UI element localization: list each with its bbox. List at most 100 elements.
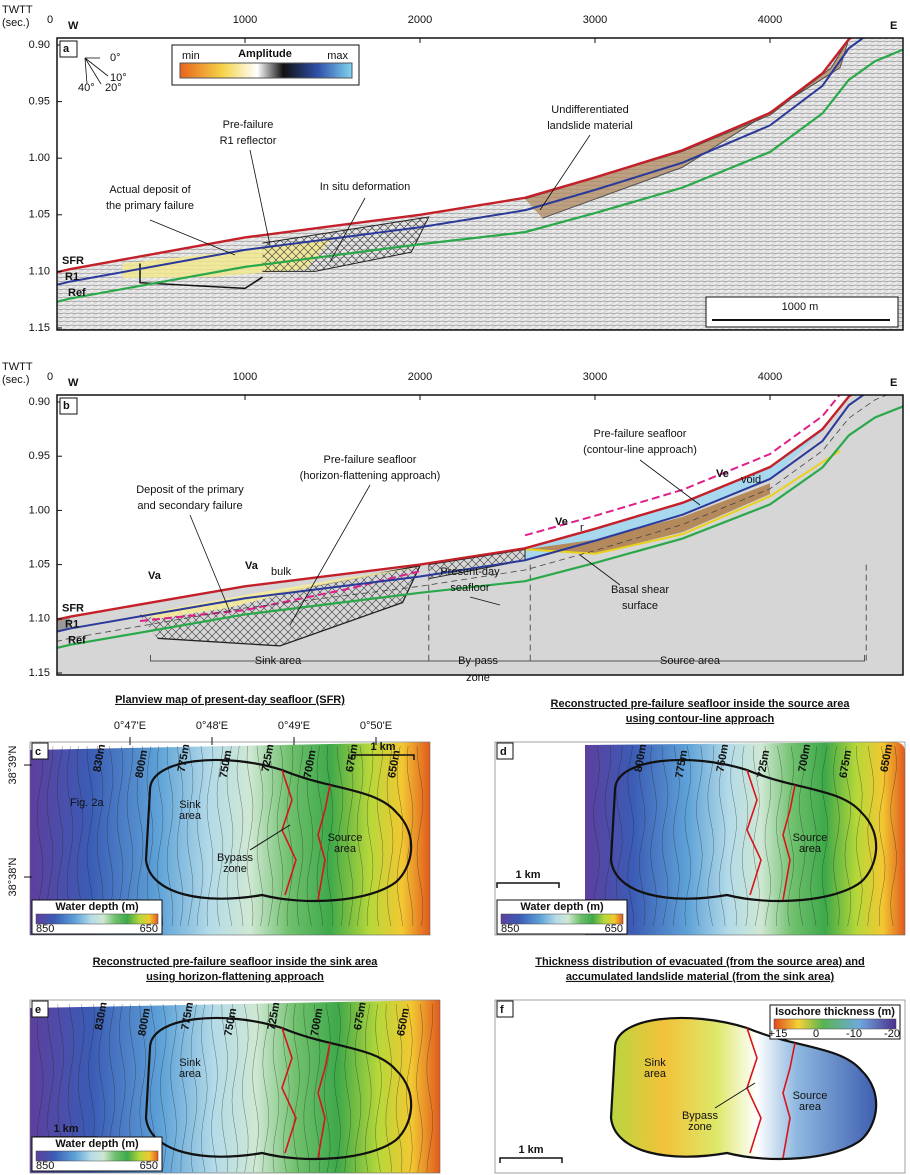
x-tick-label: 1000 — [233, 14, 257, 26]
lat-tick-label: 38°38'N — [7, 857, 19, 896]
annotation: R1 reflector — [220, 135, 277, 147]
panel-label: f — [500, 1004, 504, 1016]
axis-title: (sec.) — [2, 374, 30, 386]
colorbar-title: Water depth (m) — [55, 1138, 139, 1150]
volume-subscript: r — [580, 522, 584, 534]
volume-label: Ve — [555, 516, 568, 528]
lon-tick-label: 0°47'E — [114, 720, 146, 732]
horizon-label: SFR — [62, 603, 84, 615]
colorbar-tick: -20 — [884, 1028, 900, 1040]
horizon-label: R1 — [65, 619, 79, 631]
legend-min: min — [182, 50, 200, 62]
lon-tick-label: 0°49'E — [278, 720, 310, 732]
volume-label: Va — [245, 560, 259, 572]
colorbar-tick: 650 — [140, 923, 158, 935]
dip-angle: 40° — [78, 82, 95, 94]
x-tick-label: 4000 — [758, 371, 782, 383]
annotation: and secondary failure — [137, 500, 242, 512]
area-label: Source area — [660, 655, 721, 667]
leader — [250, 150, 270, 245]
annotation: seafloor — [450, 582, 489, 594]
scale-label: 1000 m — [782, 301, 819, 313]
panel-label: a — [63, 43, 70, 55]
map-title: accumulated landslide material (from the… — [566, 971, 835, 983]
annotation: In situ deformation — [320, 181, 411, 193]
scale-label: 1 km — [53, 1123, 78, 1135]
annotation: Present-day — [440, 566, 500, 578]
axis-end: E — [890, 377, 897, 389]
axis-title: TWTT — [2, 4, 33, 16]
map-title: using contour-line approach — [626, 713, 775, 725]
dip-line — [85, 58, 108, 76]
axis-title: (sec.) — [2, 17, 30, 29]
colorbar-title: Isochore thickness (m) — [775, 1006, 895, 1018]
x-tick-label: 3000 — [583, 371, 607, 383]
map-title: Thickness distribution of evacuated (fro… — [535, 956, 864, 968]
horizon-label: Ref — [68, 287, 86, 299]
y-tick-label: 1.05 — [29, 559, 50, 571]
annotation: surface — [622, 600, 658, 612]
panel-label: c — [35, 746, 41, 758]
y-tick-label: 0.90 — [29, 396, 50, 408]
colorbar-tick: 0 — [813, 1028, 819, 1040]
y-tick-label: 1.00 — [29, 152, 50, 164]
map-title: Planview map of present-day seafloor (SF… — [115, 694, 345, 706]
y-tick-label: 1.10 — [29, 265, 50, 277]
x-tick-label: 4000 — [758, 14, 782, 26]
annotation: Pre-failure seafloor — [324, 454, 417, 466]
map-label: area — [644, 1068, 667, 1080]
volume-label: Va — [148, 570, 162, 582]
colorbar-tick: +15 — [769, 1028, 788, 1040]
map-label: area — [799, 843, 822, 855]
colorbar-tick: 650 — [605, 923, 623, 935]
legend-title: Amplitude — [238, 48, 292, 60]
scale-label: 1 km — [518, 1144, 543, 1156]
map-label: zone — [223, 863, 247, 875]
panel-label: e — [35, 1004, 41, 1016]
map-label: area — [799, 1101, 822, 1113]
colorbar-title: Water depth (m) — [520, 901, 604, 913]
annotation: Pre-failure seafloor — [594, 428, 687, 440]
colorbar-tick: -10 — [846, 1028, 862, 1040]
dip-line — [85, 58, 101, 84]
y-tick-label: 1.15 — [29, 322, 50, 334]
map-title: using horizon-flattening approach — [146, 971, 324, 983]
annotation: (horizon-flattening approach) — [300, 470, 441, 482]
scale-label: 1 km — [370, 741, 395, 753]
axis-end: W — [68, 377, 79, 389]
x-tick-label: 3000 — [583, 14, 607, 26]
volume-subscript: void — [741, 474, 761, 486]
map-label: area — [179, 1068, 202, 1080]
legend-max: max — [327, 50, 348, 62]
annotation: Actual deposit of — [109, 184, 191, 196]
map-title: Reconstructed pre-failure seafloor insid… — [551, 698, 851, 710]
annotation: the primary failure — [106, 200, 194, 212]
x-tick-label: 0 — [47, 371, 53, 383]
colorbar-tick: 650 — [140, 1160, 158, 1172]
volume-subscript: bulk — [271, 566, 292, 578]
dip-angle: 0° — [110, 52, 121, 64]
axis-end: W — [68, 20, 79, 32]
map-label: zone — [688, 1121, 712, 1133]
panel-label: b — [63, 400, 70, 412]
lon-tick-label: 0°50'E — [360, 720, 392, 732]
dip-angle: 20° — [105, 82, 122, 94]
y-tick-label: 0.90 — [29, 39, 50, 51]
section-b — [50, 365, 910, 685]
scale-bar — [500, 1158, 562, 1163]
y-tick-label: 0.95 — [29, 450, 50, 462]
y-tick-label: 1.15 — [29, 667, 50, 679]
area-label: By-pass — [458, 655, 498, 667]
x-tick-label: 0 — [47, 14, 53, 26]
horizon-label: Ref — [68, 635, 86, 647]
map-title: Reconstructed pre-failure seafloor insid… — [93, 956, 379, 968]
map-label: area — [334, 843, 357, 855]
panel-label: d — [500, 746, 507, 758]
x-tick-label: 1000 — [233, 371, 257, 383]
area-label: zone — [466, 672, 490, 684]
map-label: Fig. 2a — [70, 797, 105, 809]
annotation: Basal shear — [611, 584, 669, 596]
colorbar — [774, 1019, 896, 1029]
x-tick-label: 2000 — [408, 371, 432, 383]
annotation: Pre-failure — [223, 119, 274, 131]
